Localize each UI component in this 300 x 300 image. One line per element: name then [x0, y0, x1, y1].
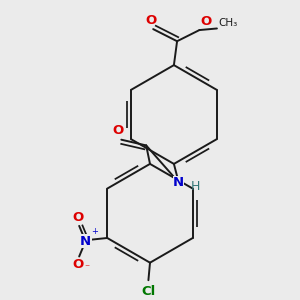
Text: H: H [191, 180, 200, 193]
Text: N: N [80, 235, 91, 248]
Text: O: O [112, 124, 124, 137]
Text: O: O [200, 14, 211, 28]
Text: CH₃: CH₃ [218, 17, 238, 28]
Text: O: O [72, 258, 83, 271]
Text: O: O [145, 14, 156, 27]
Text: ⁻: ⁻ [84, 263, 89, 274]
Text: +: + [91, 227, 98, 236]
Text: Cl: Cl [141, 285, 155, 298]
Text: O: O [72, 211, 83, 224]
Text: N: N [173, 176, 184, 189]
